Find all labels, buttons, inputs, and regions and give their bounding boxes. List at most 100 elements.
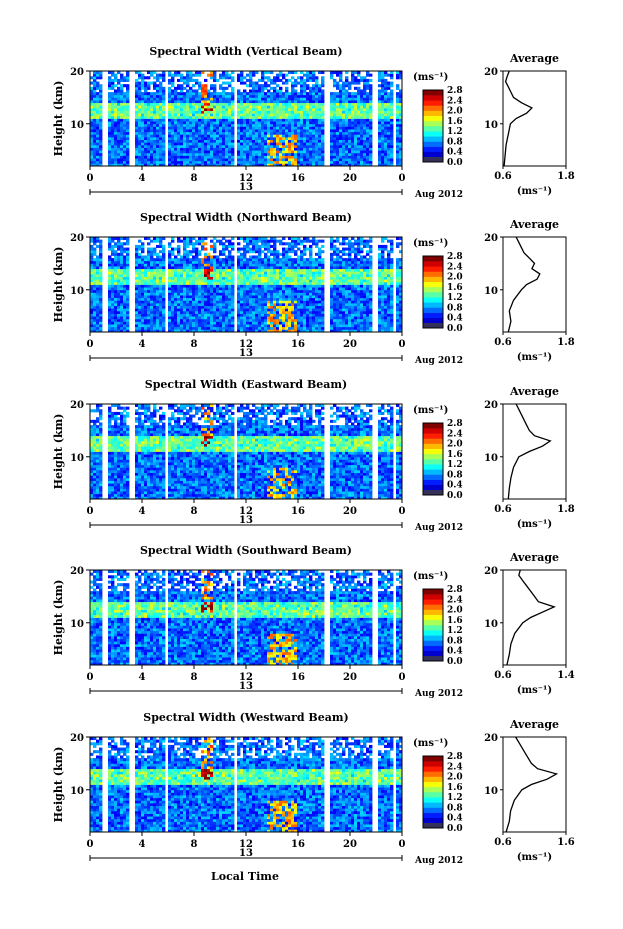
y-tick-label: 10 bbox=[70, 453, 84, 464]
panel-title: Spectral Width (Westward Beam) bbox=[143, 711, 348, 724]
colorbar-low-block bbox=[423, 157, 443, 162]
x-tick-label: 16 bbox=[291, 672, 305, 683]
colorbar-tick-label: 2.0 bbox=[447, 606, 463, 616]
date-day: 13 bbox=[239, 182, 253, 193]
x-tick-label: 0 bbox=[399, 672, 406, 683]
x-tick-label: 16 bbox=[291, 173, 305, 184]
profile-x-tick-label: 0.6 bbox=[494, 837, 511, 848]
colorbar-tick-label: 0.0 bbox=[447, 158, 463, 168]
x-tick-label: 0 bbox=[87, 173, 94, 184]
panel-4: Spectral Width (Southward Beam)0 4 8 12 16 20… bbox=[52, 544, 575, 699]
colorbar-tick-label: 1.6 bbox=[447, 117, 463, 127]
colorbar-tick-label: 1.6 bbox=[447, 283, 463, 293]
colorbar-unit: (ms⁻¹) bbox=[413, 405, 448, 416]
colorbar bbox=[423, 756, 443, 828]
colorbar bbox=[423, 256, 443, 328]
colorbar bbox=[423, 589, 443, 661]
colorbar bbox=[423, 423, 443, 495]
colorbar-tick-label: 0.0 bbox=[447, 324, 463, 334]
profile-frame bbox=[503, 404, 566, 499]
profile-title: Average bbox=[509, 218, 559, 231]
y-tick-label: 10 bbox=[70, 786, 84, 797]
y-axis-label: Height (km) bbox=[52, 81, 65, 157]
date-day: 13 bbox=[239, 515, 253, 526]
colorbar-tick-label: 0.8 bbox=[447, 636, 463, 646]
x-tick-label: 8 bbox=[191, 506, 198, 517]
colorbar-tick-label: 2.0 bbox=[447, 273, 463, 283]
y-tick-label: 20 bbox=[70, 233, 84, 244]
colorbar-tick-label: 2.0 bbox=[447, 107, 463, 117]
colorbar-unit: (ms⁻¹) bbox=[413, 72, 448, 83]
profile-unit-label: (ms⁻¹) bbox=[517, 352, 552, 363]
colorbar-tick-label: 1.2 bbox=[447, 626, 463, 636]
colorbar-tick-label: 1.2 bbox=[447, 793, 463, 803]
colorbar-tick-label: 0.8 bbox=[447, 137, 463, 147]
colorbar-tick-label: 2.8 bbox=[447, 585, 463, 595]
colorbar-tick-label: 0.4 bbox=[447, 814, 463, 824]
profile-y-tick-label: 20 bbox=[484, 566, 498, 577]
profile-line bbox=[504, 71, 532, 166]
colorbar-tick-label: 0.4 bbox=[447, 148, 463, 158]
y-tick-label: 10 bbox=[70, 120, 84, 131]
x-tick-label: 8 bbox=[191, 839, 198, 850]
colorbar-tick-label: 0.0 bbox=[447, 824, 463, 834]
date-label: Aug 2012 bbox=[414, 190, 463, 200]
colorbar-tick-label: 2.8 bbox=[447, 752, 463, 762]
heatmap-cells bbox=[90, 237, 402, 332]
colorbar-tick-label: 1.2 bbox=[447, 127, 463, 137]
panel-title: Spectral Width (Southward Beam) bbox=[140, 544, 352, 557]
profile-y-tick-label: 10 bbox=[484, 286, 498, 297]
colorbar-tick-label: 1.2 bbox=[447, 460, 463, 470]
x-tick-label: 0 bbox=[399, 839, 406, 850]
profile-line bbox=[508, 404, 550, 499]
panel-title: Spectral Width (Eastward Beam) bbox=[145, 378, 347, 391]
profile-line bbox=[507, 570, 554, 665]
colorbar-tick-label: 1.2 bbox=[447, 293, 463, 303]
colorbar-tick-label: 2.0 bbox=[447, 440, 463, 450]
date-label: Aug 2012 bbox=[414, 689, 463, 699]
heatmap-cells bbox=[90, 404, 402, 499]
panel-3: Spectral Width (Eastward Beam)0 4 8 12 16 20 0… bbox=[52, 378, 575, 533]
y-axis-label: Height (km) bbox=[52, 747, 65, 823]
colorbar-tick-label: 0.4 bbox=[447, 314, 463, 324]
colorbar-tick-label: 2.0 bbox=[447, 773, 463, 783]
profile-unit-label: (ms⁻¹) bbox=[517, 852, 552, 863]
x-tick-label: 0 bbox=[87, 672, 94, 683]
x-tick-label: 0 bbox=[87, 839, 94, 850]
profile-unit-label: (ms⁻¹) bbox=[517, 519, 552, 530]
x-tick-label: 0 bbox=[87, 339, 94, 350]
profile-x-tick-label: 1.8 bbox=[557, 337, 574, 348]
x-tick-label: 20 bbox=[343, 839, 357, 850]
panel-2: Spectral Width (Northward Beam)0 4 8 12 16 20… bbox=[52, 211, 575, 366]
x-tick-label: 16 bbox=[291, 506, 305, 517]
date-label: Aug 2012 bbox=[414, 523, 463, 533]
date-label: Aug 2012 bbox=[414, 356, 463, 366]
profile-frame bbox=[503, 237, 566, 332]
profile-y-tick-label: 10 bbox=[484, 453, 498, 464]
y-tick-label: 20 bbox=[70, 566, 84, 577]
colorbar-tick-label: 0.0 bbox=[447, 491, 463, 501]
x-tick-label: 4 bbox=[139, 672, 146, 683]
x-tick-label: 20 bbox=[343, 506, 357, 517]
x-tick-label: 20 bbox=[343, 173, 357, 184]
profile-y-tick-label: 10 bbox=[484, 619, 498, 630]
profile-unit-label: (ms⁻¹) bbox=[517, 186, 552, 197]
profile-x-tick-label: 1.6 bbox=[557, 837, 574, 848]
date-day: 13 bbox=[239, 848, 253, 859]
date-day: 13 bbox=[239, 348, 253, 359]
profile-line bbox=[508, 237, 540, 332]
profile-x-tick-label: 1.4 bbox=[557, 670, 574, 681]
colorbar-low-block bbox=[423, 323, 443, 328]
colorbar-tick-label: 1.6 bbox=[447, 450, 463, 460]
x-tick-label: 8 bbox=[191, 173, 198, 184]
colorbar-low-block bbox=[423, 656, 443, 661]
colorbar-tick-label: 0.8 bbox=[447, 303, 463, 313]
y-axis-label: Height (km) bbox=[52, 580, 65, 656]
colorbar-tick-label: 0.8 bbox=[447, 470, 463, 480]
x-tick-label: 0 bbox=[87, 506, 94, 517]
x-tick-label: 20 bbox=[343, 339, 357, 350]
colorbar-low-block bbox=[423, 823, 443, 828]
profile-y-tick-label: 20 bbox=[484, 67, 498, 78]
x-tick-label: 0 bbox=[399, 173, 406, 184]
